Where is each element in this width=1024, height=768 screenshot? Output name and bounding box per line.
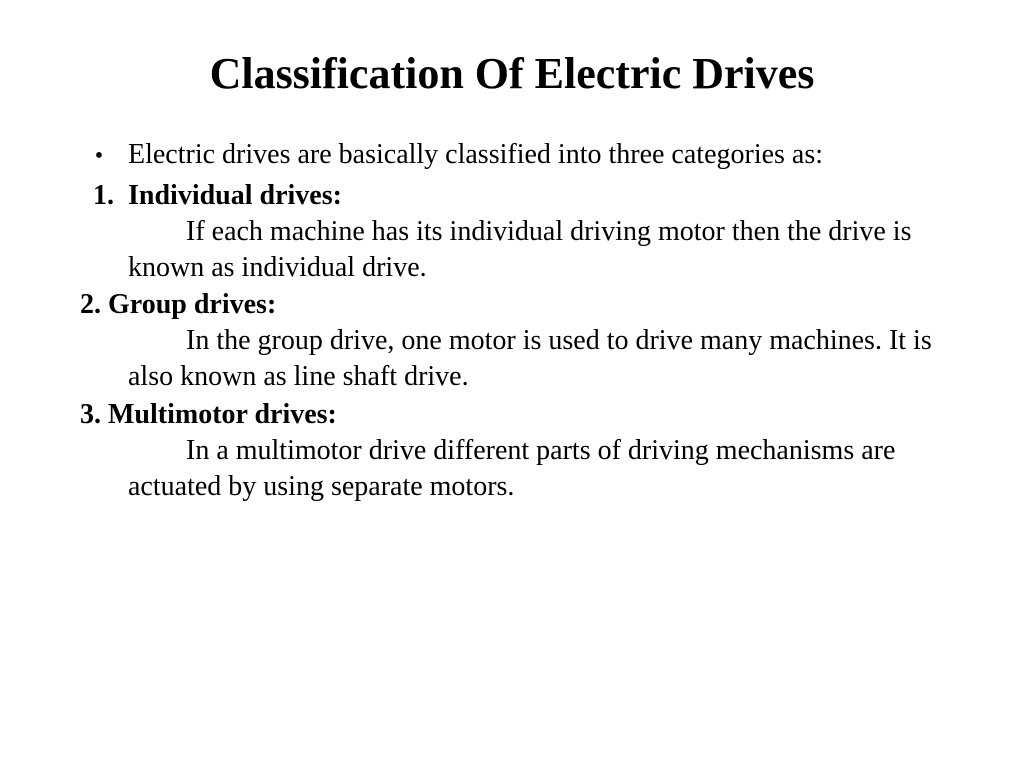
item-2-number: 2. <box>80 289 101 320</box>
slide-title: Classification Of Electric Drives <box>70 48 954 99</box>
item-1-heading: Individual drives: <box>128 178 954 214</box>
item-3-number: 3. <box>80 399 101 430</box>
slide-body: • Electric drives are basically classifi… <box>70 137 954 504</box>
item-2-desc-text: In the group drive, one motor is used to… <box>128 325 932 392</box>
item-1-number: 1. <box>70 178 128 214</box>
item-1-description: If each machine has its individual drivi… <box>70 214 954 286</box>
item-2-heading: Group drives: <box>108 289 276 320</box>
item-3-heading-row: 3. Multimotor drives: <box>70 397 954 433</box>
bullet-icon: • <box>70 137 128 174</box>
intro-text: Electric drives are basically classified… <box>128 137 954 174</box>
item-1-desc-text: If each machine has its individual drivi… <box>128 216 911 283</box>
item-3-desc-text: In a multimotor drive different parts of… <box>128 435 895 502</box>
item-3-heading: Multimotor drives: <box>108 399 337 430</box>
item-2-heading-row: 2. Group drives: <box>70 287 954 323</box>
item-2-description: In the group drive, one motor is used to… <box>70 323 954 395</box>
item-3-description: In a multimotor drive different parts of… <box>70 433 954 505</box>
intro-row: • Electric drives are basically classifi… <box>70 137 954 174</box>
item-1-heading-row: 1. Individual drives: <box>70 178 954 214</box>
